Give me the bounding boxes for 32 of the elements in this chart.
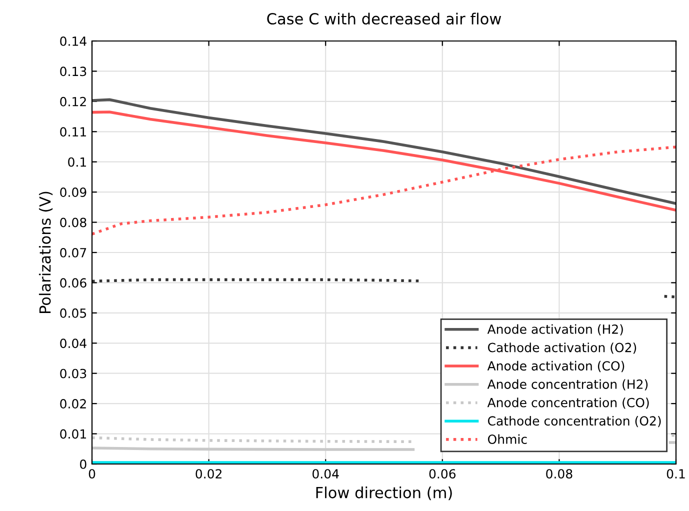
legend-label: Cathode activation (O2) [488, 342, 636, 354]
chart-title: Case C with decreased air flow [267, 12, 502, 25]
y-tick-label: 0.11 [60, 127, 86, 137]
legend-label: Anode activation (H2) [487, 324, 623, 336]
y-tick-label: 0.13 [60, 66, 86, 76]
y-tick-label: 0.02 [60, 399, 86, 408]
y-tick-label: 0.04 [60, 338, 86, 348]
x-tick-label: 0.06 [429, 469, 456, 479]
y-tick-label: 0 [80, 459, 86, 469]
legend-label: Anode concentration (CO) [487, 398, 649, 409]
y-tick-label: 0.05 [60, 308, 86, 318]
x-tick-label: 0.1 [666, 469, 685, 479]
legend-label: Cathode concentration (O2) [488, 416, 661, 428]
y-tick-label: 0.14 [60, 36, 86, 46]
x-tick-label: 0.04 [312, 469, 339, 479]
y-tick-label: 0.03 [60, 368, 86, 378]
y-tick-label: 0.07 [60, 248, 86, 258]
x-axis-title: Flow direction (m) [316, 486, 452, 500]
y-tick-label: 0.06 [60, 278, 86, 288]
y-tick-label: 0.08 [60, 218, 86, 228]
x-tick-label: 0.08 [546, 469, 572, 479]
legend-label: Anode activation (CO) [487, 360, 624, 372]
x-tick-label: 0 [88, 469, 96, 479]
legend-label: Ohmic [488, 434, 527, 444]
legend-label: Anode concentration (H2) [487, 379, 648, 390]
y-tick-label: 0.12 [60, 96, 86, 106]
y-tick-label: 0.09 [60, 188, 86, 197]
x-tick-label: 0.02 [196, 469, 222, 479]
y-axis-title: Polarizations (V) [38, 192, 53, 313]
y-tick-label: 0.1 [68, 157, 86, 167]
y-tick-label: 0.01 [60, 429, 86, 439]
line-series [92, 98, 676, 205]
